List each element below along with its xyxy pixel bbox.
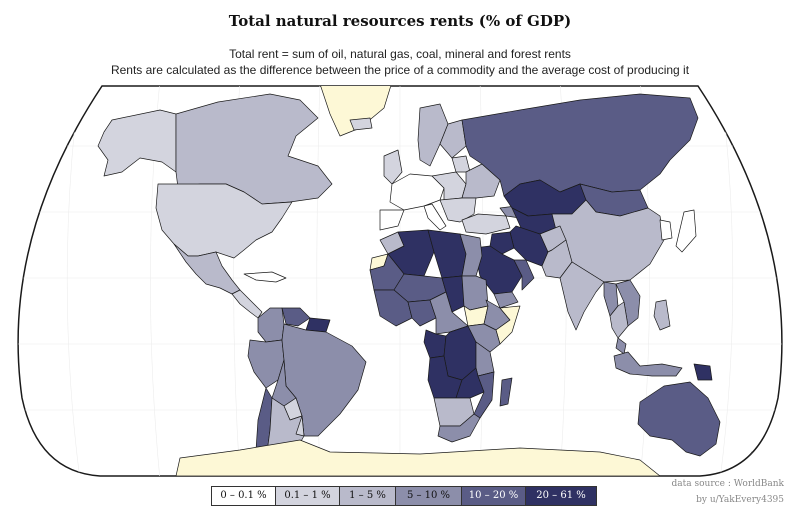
legend-bin-4: 10 – 20 % — [462, 487, 526, 505]
chad — [441, 275, 465, 313]
map-subtitle-definition: Total rent = sum of oil, natural gas, co… — [229, 47, 571, 61]
credits: data source : WorldBank by u/YakEvery439… — [672, 476, 784, 508]
japan — [675, 209, 697, 253]
yemen — [493, 291, 519, 309]
guianas — [305, 317, 331, 333]
finland — [439, 119, 467, 159]
oman-uae — [513, 259, 535, 291]
iraq — [489, 231, 515, 255]
legend-bin-2: 1 – 5 % — [340, 487, 396, 505]
iberia — [379, 209, 405, 231]
italy — [423, 203, 447, 231]
uk-ireland — [383, 149, 403, 185]
india — [559, 261, 605, 331]
author-note: by u/YakEvery4395 — [696, 495, 784, 505]
map-title: Total natural resources rents (% of GDP) — [228, 12, 572, 30]
venezuela — [281, 307, 311, 327]
antarctica — [175, 439, 661, 476]
thailand — [609, 301, 629, 339]
balkans — [439, 197, 477, 223]
meridian-line — [719, 86, 734, 476]
uruguay — [295, 415, 305, 437]
australia — [637, 381, 721, 457]
meridian-line — [66, 86, 81, 476]
philippines — [653, 299, 671, 331]
world-map — [17, 85, 783, 477]
color-legend: 0 – 0.1 % 0.1 – 1 % 1 – 5 % 5 – 10 % 10 – 20… — [211, 486, 597, 506]
indonesia — [613, 351, 683, 377]
legend-bin-5: 20 – 61 % — [526, 487, 596, 505]
caribbean — [243, 271, 287, 283]
legend-bin-3: 5 – 10 % — [396, 487, 462, 505]
madagascar — [499, 377, 513, 407]
sudan — [461, 275, 489, 311]
map-subtitle-explanation: Rents are calculated as the difference b… — [110, 63, 690, 77]
scandinavia — [417, 103, 449, 167]
korea — [659, 219, 673, 241]
nigeria — [407, 299, 437, 327]
png — [693, 363, 713, 381]
alaska — [97, 109, 177, 177]
legend-bin-0: 0 – 0.1 % — [212, 487, 276, 505]
usa — [155, 183, 293, 259]
iceland — [349, 117, 373, 131]
central-america — [231, 289, 263, 319]
data-source-note: data source : WorldBank — [671, 479, 784, 489]
south-africa — [437, 413, 481, 443]
turkey — [461, 213, 511, 235]
legend-bin-1: 0.1 – 1 % — [276, 487, 340, 505]
